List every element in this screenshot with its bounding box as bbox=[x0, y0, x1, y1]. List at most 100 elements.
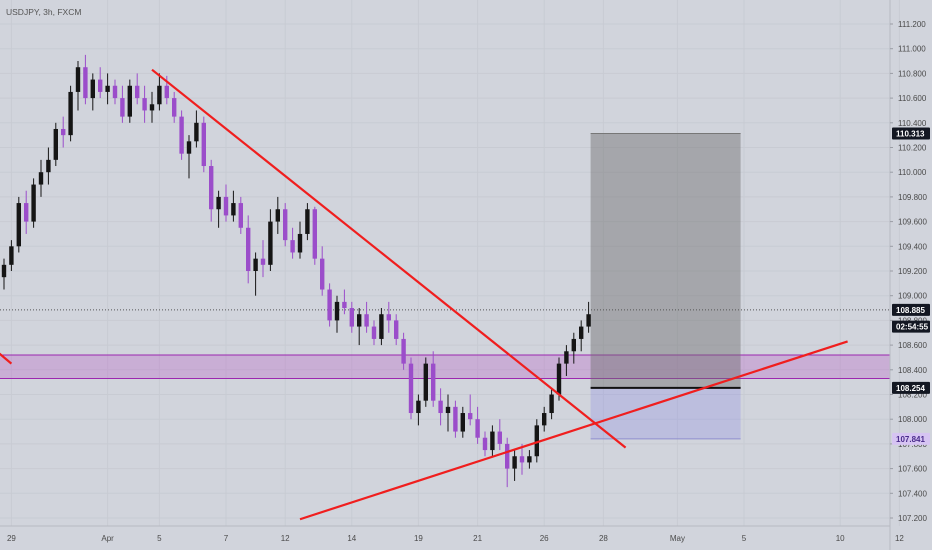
candle bbox=[460, 406, 465, 438]
candle-body bbox=[83, 67, 88, 99]
time-tick-label: 5 bbox=[157, 534, 162, 543]
candle-body bbox=[297, 233, 303, 253]
candle bbox=[320, 246, 325, 296]
price-tick-label: 107.200 bbox=[898, 514, 927, 523]
candle bbox=[482, 431, 488, 457]
candle bbox=[497, 419, 502, 451]
price-tick-label: 107.600 bbox=[898, 465, 927, 474]
candle bbox=[423, 357, 428, 407]
left-trendline-stub bbox=[0, 352, 13, 365]
candle-body bbox=[394, 320, 399, 339]
candle-body bbox=[290, 240, 295, 253]
candle-body bbox=[445, 406, 451, 414]
price-tick-label: 109.400 bbox=[898, 242, 927, 251]
candle-body bbox=[379, 314, 384, 339]
price-tick-label: 110.200 bbox=[898, 144, 927, 153]
candle bbox=[105, 73, 110, 105]
candle-body bbox=[312, 209, 317, 259]
price-tag-bg bbox=[892, 432, 930, 445]
price-tick-label: 109.000 bbox=[898, 292, 927, 301]
annotations-back bbox=[0, 133, 890, 440]
candle bbox=[297, 221, 303, 259]
candle-body bbox=[98, 79, 103, 92]
candle bbox=[534, 419, 539, 463]
candle-body bbox=[490, 431, 495, 451]
candle-body bbox=[460, 413, 465, 432]
candle-body bbox=[349, 308, 354, 327]
price-tag-label: 107.841 bbox=[896, 435, 925, 444]
candle bbox=[149, 91, 155, 123]
candle-body bbox=[283, 209, 288, 241]
candle-body bbox=[438, 400, 443, 414]
price-tick-label: 108.000 bbox=[898, 415, 927, 424]
candle bbox=[90, 73, 95, 111]
candle bbox=[505, 437, 510, 488]
candle-body bbox=[238, 203, 243, 228]
candle bbox=[209, 159, 214, 222]
candle-body bbox=[105, 85, 110, 92]
candle bbox=[438, 388, 443, 426]
candle bbox=[364, 301, 369, 333]
price-tick-label: 107.400 bbox=[898, 489, 927, 498]
candle-body bbox=[172, 98, 177, 117]
support-zone bbox=[0, 354, 890, 379]
price-tick-label: 111.000 bbox=[898, 45, 926, 54]
candle bbox=[386, 301, 391, 333]
price-tick-label: 108.600 bbox=[898, 341, 927, 350]
price-tag-label: 02:54:55 bbox=[896, 323, 929, 332]
candle-body bbox=[9, 246, 14, 265]
time-tick-label: 10 bbox=[836, 534, 845, 543]
candle-body bbox=[194, 122, 199, 142]
candle bbox=[135, 73, 140, 105]
candle-body bbox=[90, 79, 95, 99]
candle-body bbox=[453, 406, 458, 432]
candle-body bbox=[216, 196, 221, 210]
candle-body bbox=[253, 258, 258, 271]
candle-body bbox=[586, 314, 591, 327]
candle bbox=[379, 308, 384, 346]
candle-body bbox=[164, 85, 169, 99]
candle bbox=[253, 252, 258, 296]
candle-body bbox=[53, 128, 58, 160]
chart-title: USDJPY, 3h, FXCM bbox=[6, 7, 81, 17]
candle bbox=[46, 147, 51, 185]
candle-body bbox=[468, 413, 473, 420]
candle-body bbox=[135, 85, 140, 99]
candle bbox=[238, 196, 243, 234]
candle-body bbox=[68, 91, 73, 136]
candle-body bbox=[209, 166, 214, 210]
candle-body bbox=[260, 258, 266, 265]
candle bbox=[31, 178, 36, 228]
candle-body bbox=[519, 456, 525, 463]
price-tick-label: 110.000 bbox=[898, 168, 927, 177]
candle bbox=[275, 196, 280, 234]
price-tick-label: 110.800 bbox=[898, 69, 927, 78]
candle-body bbox=[423, 363, 428, 401]
candle-body bbox=[416, 400, 421, 414]
time-tick-label: 12 bbox=[895, 534, 904, 543]
price-tag-bg bbox=[892, 303, 930, 316]
price-tag-label: 110.313 bbox=[896, 130, 925, 139]
candle bbox=[549, 388, 554, 420]
candle-body bbox=[542, 413, 547, 426]
time-tick-label: 5 bbox=[742, 534, 747, 543]
price-tick-label: 110.400 bbox=[898, 119, 927, 128]
candle bbox=[519, 443, 525, 475]
candle-body bbox=[357, 314, 362, 327]
price-axis[interactable]: 111.200 111.000 110.800 110.600 110.400 110.2… bbox=[890, 20, 927, 523]
candle-body bbox=[327, 289, 332, 321]
time-tick-label: 21 bbox=[473, 534, 482, 543]
candle-body bbox=[564, 351, 569, 364]
descending-trendline bbox=[151, 68, 627, 449]
candle-body bbox=[16, 203, 21, 247]
candle-body bbox=[112, 85, 118, 99]
candle-body bbox=[1, 264, 7, 278]
candle bbox=[371, 320, 377, 346]
candle bbox=[38, 159, 44, 197]
candle bbox=[283, 203, 288, 247]
candle bbox=[564, 345, 569, 376]
candle bbox=[349, 301, 354, 333]
candle bbox=[327, 283, 332, 327]
time-axis[interactable]: 29 Apr 5 7 12 14 19 21 26 28 May 5 10 12 bbox=[7, 534, 904, 543]
